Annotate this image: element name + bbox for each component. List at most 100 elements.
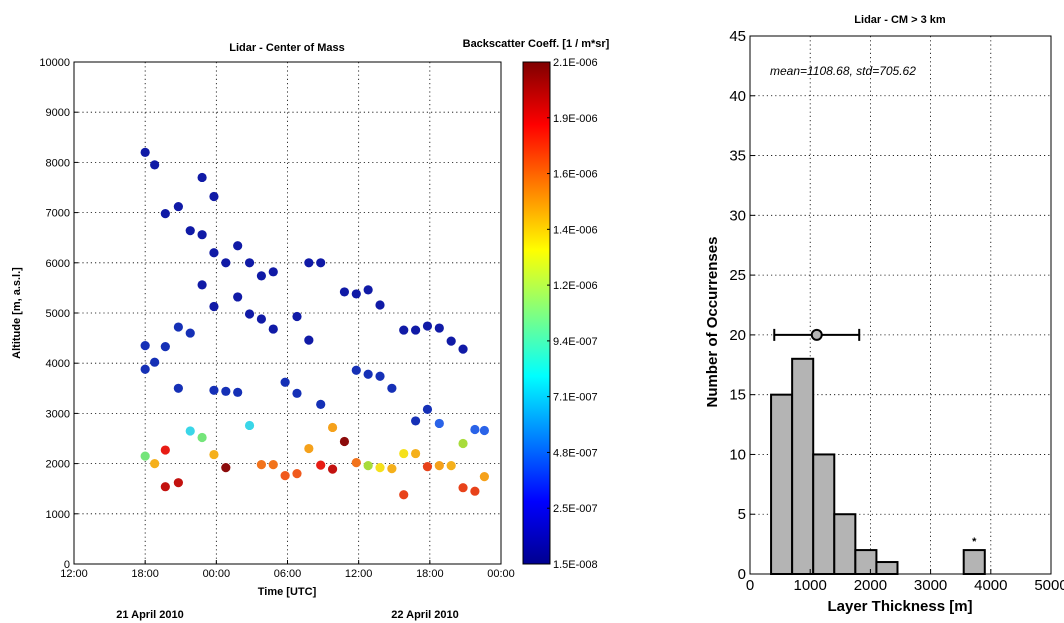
scatter-point — [292, 469, 302, 479]
outlier-asterisk: * — [972, 536, 977, 548]
scatter-point — [434, 461, 444, 471]
histogram-y-tick-labels: 0 5 10 15 20 25 30 35 40 45 — [729, 28, 746, 583]
scatter-points — [140, 147, 489, 500]
scatter-point — [233, 292, 243, 302]
colorbar-tick-label: 9.4E-007 — [553, 336, 598, 348]
scatter-x-tick-label: 12:00 — [345, 568, 373, 580]
scatter-point — [221, 463, 231, 473]
scatter-point — [363, 285, 373, 295]
scatter-y-tick-label: 10000 — [39, 57, 70, 69]
colorbar-tick-label: 7.1E-007 — [553, 392, 598, 404]
scatter-point — [479, 472, 489, 482]
scatter-x-tick-labels: 12:00 18:00 00:00 06:00 12:00 18:00 00:00 — [60, 568, 515, 580]
scatter-point — [140, 147, 150, 157]
scatter-x-tick-label: 00:00 — [203, 568, 231, 580]
scatter-point — [422, 462, 433, 472]
scatter-y-tick-label: 5000 — [46, 308, 70, 320]
scatter-point — [268, 324, 278, 334]
scatter-y-tick-label: 4000 — [46, 358, 70, 370]
scatter-point — [256, 271, 267, 281]
scatter-point — [140, 341, 150, 351]
scatter-point — [173, 478, 183, 488]
mean-std-error-bar — [773, 328, 861, 341]
scatter-y-tick-labels: 0 1000 2000 3000 4000 5000 6000 7000 8000 9000 100… — [39, 57, 70, 571]
histogram-y-tick-label: 40 — [729, 88, 746, 105]
scatter-point — [363, 369, 373, 379]
scatter-point — [327, 422, 338, 433]
scatter-point — [256, 460, 267, 470]
scatter-point — [268, 460, 278, 470]
scatter-point — [233, 387, 243, 397]
scatter-point — [458, 344, 468, 354]
scatter-point — [399, 490, 409, 500]
scatter-y-tick-label: 7000 — [46, 208, 70, 220]
scatter-point — [479, 425, 489, 436]
scatter-point — [458, 438, 468, 449]
scatter-point — [197, 432, 207, 443]
scatter-point — [351, 365, 361, 375]
scatter-point — [233, 241, 243, 251]
colorbar-title: Backscatter Coeff. [1 / m*sr] — [463, 38, 610, 50]
histogram-y-tick-label: 0 — [738, 566, 746, 583]
scatter-point — [160, 342, 170, 352]
histogram-x-tick-label: 4000 — [974, 577, 1007, 594]
scatter-point — [150, 459, 160, 469]
scatter-point — [339, 287, 350, 297]
histogram-x-tick-labels: 0 1000 2000 3000 4000 5000 — [746, 577, 1064, 594]
scatter-y-axis-label: Altitude [m, a.s.l.] — [11, 267, 23, 359]
scatter-point — [434, 323, 444, 333]
date-label-22-april: 22 April 2010 — [391, 609, 458, 621]
scatter-point — [316, 460, 326, 470]
scatter-point — [150, 160, 160, 170]
mean-marker — [810, 328, 823, 341]
histogram-plot-frame — [749, 35, 1052, 575]
date-label-21-april: 21 April 2010 — [116, 609, 183, 621]
scatter-point — [292, 388, 302, 398]
colorbar-tick-label: 1.9E-006 — [553, 113, 598, 125]
scatter-point — [160, 445, 170, 455]
scatter-y-tick-label: 3000 — [46, 408, 70, 420]
scatter-point — [304, 258, 314, 268]
histogram-title: Lidar - CM > 3 km — [854, 14, 946, 26]
scatter-point — [399, 448, 409, 459]
scatter-point — [160, 482, 170, 492]
scatter-point — [173, 383, 183, 393]
histogram-y-tick-label: 20 — [729, 327, 746, 344]
scatter-point — [375, 300, 385, 310]
scatter-axis-ticks — [73, 61, 502, 565]
scatter-point — [304, 443, 314, 454]
mean-std-annotation: mean=1108.68, std=705.62 — [770, 64, 916, 78]
scatter-point — [268, 267, 278, 277]
colorbar-tick-label: 2.1E-006 — [553, 57, 598, 69]
scatter-point — [316, 399, 326, 409]
scatter-y-tick-label: 9000 — [46, 107, 70, 119]
scatter-point — [244, 309, 255, 319]
histogram-x-tick-label: 0 — [746, 577, 754, 594]
histogram-x-tick-label: 3000 — [914, 577, 947, 594]
scatter-point — [221, 258, 231, 268]
scatter-point — [221, 386, 231, 396]
scatter-point — [140, 364, 150, 374]
histogram-bars — [770, 357, 986, 576]
center-of-mass-scatter-plot: 12:00 18:00 00:00 06:00 12:00 18:00 00:00 0 100… — [11, 42, 515, 621]
scatter-point — [339, 436, 350, 447]
scatter-point — [422, 321, 433, 331]
scatter-point — [244, 258, 255, 268]
histogram-y-tick-label: 15 — [729, 387, 746, 404]
scatter-point — [209, 248, 219, 258]
scatter-point — [470, 424, 480, 435]
scatter-point — [327, 464, 338, 474]
colorbar-tick-labels: 2.1E-006 1.9E-006 1.6E-006 1.4E-006 1.2E-006… — [547, 57, 598, 571]
scatter-point — [375, 463, 385, 473]
histogram-bar — [854, 549, 878, 575]
scatter-point — [470, 486, 480, 496]
scatter-point — [351, 289, 361, 299]
scatter-y-tick-label: 1000 — [46, 509, 70, 521]
scatter-point — [197, 230, 207, 240]
scatter-y-tick-label: 6000 — [46, 258, 70, 270]
scatter-y-tick-label: 0 — [64, 559, 70, 571]
histogram-y-tick-label: 25 — [729, 267, 746, 284]
scatter-point — [363, 461, 373, 471]
scatter-point — [173, 322, 183, 332]
